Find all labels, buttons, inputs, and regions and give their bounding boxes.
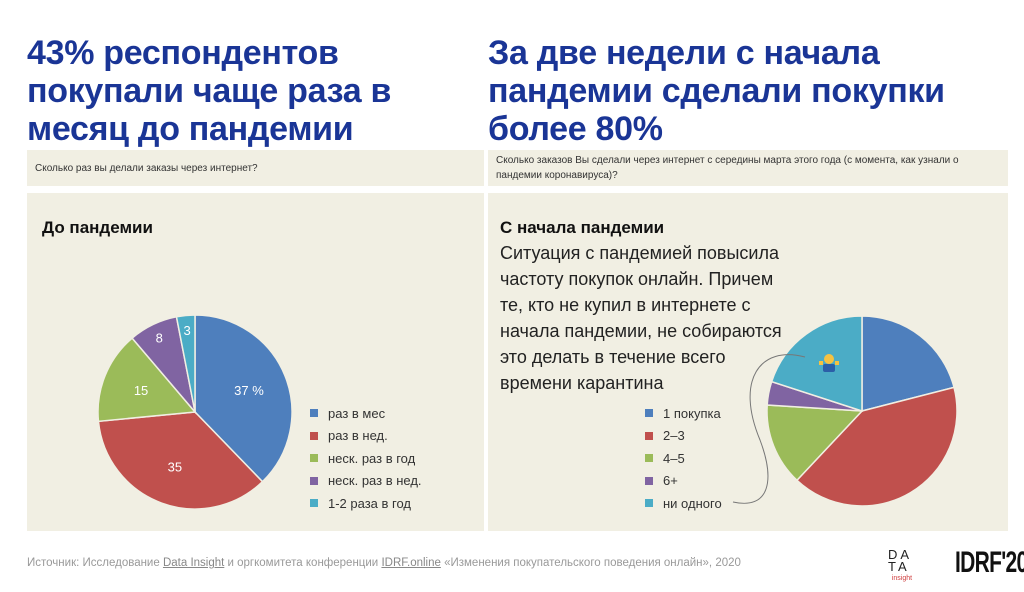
legend-item: 1-2 раза в год — [310, 492, 422, 515]
data-label: 8 — [156, 331, 163, 346]
legend-item: неск. раз в год — [310, 447, 422, 470]
data-insight-link[interactable]: Data Insight — [162, 557, 225, 569]
right-legend: 1 покупка 2–3 4–5 6+ ни одного — [645, 402, 722, 515]
pie-slice-before-1 — [97, 411, 264, 510]
legend-label: 6+ — [663, 473, 678, 489]
right-chart-title: С начала пандемии — [500, 218, 665, 237]
right-description: Ситуация с пандемией повысила частоту по… — [500, 243, 782, 393]
headline-line: пандемии сделали покупки — [488, 72, 945, 110]
headline-line: 43% респондентов — [27, 34, 339, 72]
legend-swatch — [310, 499, 318, 508]
legend-item: ни одного — [645, 492, 722, 515]
legend-swatch — [645, 431, 653, 440]
pie-slice-after-0 — [861, 315, 955, 412]
data-label: 3 — [183, 323, 190, 338]
pie-slice-after-1 — [795, 386, 958, 507]
pie-slice-before-2 — [97, 337, 197, 423]
data-insight-logo: DA TA insight — [888, 547, 913, 582]
annotation-connector — [732, 354, 806, 504]
legend-swatch — [310, 431, 318, 440]
headline-line: За две недели с начала — [488, 34, 880, 72]
pie-slice-before-4 — [175, 314, 196, 413]
legend-swatch — [645, 476, 653, 485]
left-headline: 43% респондентов покупали чаще раза в ме… — [27, 34, 391, 148]
legend-label: ни одного — [663, 495, 722, 511]
legend-item: 4–5 — [645, 447, 722, 470]
idrf-link[interactable]: IDRF.online — [381, 557, 441, 569]
legend-label: 4–5 — [663, 450, 685, 466]
right-question: Сколько заказов Вы сделали через интерне… — [488, 150, 1008, 186]
legend-swatch — [310, 409, 318, 418]
pie-slice-before-0 — [194, 314, 293, 483]
data-label: 37 % — [234, 383, 264, 398]
legend-swatch — [645, 499, 653, 508]
legend-label: 1 покупка — [663, 405, 721, 421]
right-headline: За две недели с начала пандемии сделали … — [488, 34, 945, 148]
legend-label: неск. раз в нед. — [328, 473, 422, 489]
left-chart-title: До пандемии — [42, 218, 153, 237]
legend-label: неск. раз в год — [328, 450, 416, 466]
shrugging-person-icon — [819, 354, 839, 372]
data-label: 35 — [168, 460, 182, 475]
legend-item: 6+ — [645, 470, 722, 493]
legend-label: 2–3 — [663, 428, 685, 444]
pie-slice-after-2 — [766, 404, 864, 482]
legend-swatch — [645, 454, 653, 463]
headline-line: покупали чаще раза в — [27, 72, 392, 110]
idrf-logo: IDRF'20 — [955, 546, 1024, 579]
legend-swatch — [310, 454, 318, 463]
pie-slice-after-4 — [770, 315, 863, 413]
data-label: 15 — [134, 383, 148, 398]
source-footer: Источник: Исследование Data Insight и ор… — [27, 557, 741, 569]
legend-label: 1-2 раза в год — [328, 495, 412, 511]
legend-item: 1 покупка — [645, 402, 722, 425]
legend-label: раз в мес — [328, 405, 386, 421]
legend-item: раз в мес — [310, 402, 422, 425]
legend-swatch — [310, 476, 318, 485]
legend-swatch — [645, 409, 653, 418]
left-question: Сколько раз вы делали заказы через интер… — [27, 150, 484, 186]
headline-line: более 80% — [488, 110, 663, 148]
footer-text: «Изменения покупательского поведения онл… — [440, 557, 741, 569]
left-legend: раз в мес раз в нед. неск. раз в год неск. … — [310, 402, 422, 515]
legend-label: раз в нед. — [328, 428, 388, 444]
legend-item: 2–3 — [645, 425, 722, 448]
legend-item: раз в нед. — [310, 425, 422, 448]
legend-item: неск. раз в нед. — [310, 470, 422, 493]
footer-text: Источник: Исследование — [27, 557, 163, 569]
footer-text: и оргкомитета конференции — [224, 557, 382, 569]
headline-line: месяц до пандемии — [27, 110, 354, 148]
